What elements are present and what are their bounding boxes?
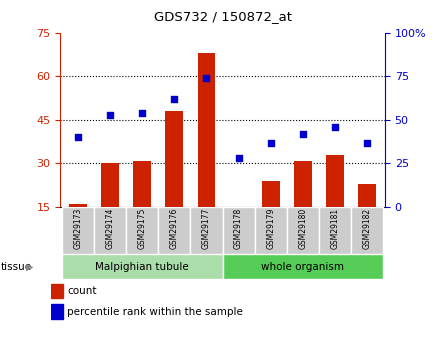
Text: GSM29175: GSM29175	[138, 207, 146, 249]
Bar	[222, 207, 255, 254]
Bar	[190, 207, 222, 254]
Point	[235, 156, 242, 161]
Text: GSM29176: GSM29176	[170, 207, 179, 249]
Bar	[133, 160, 151, 250]
Bar	[351, 207, 383, 254]
Bar	[294, 160, 312, 250]
Point	[203, 75, 210, 81]
Point	[138, 110, 146, 116]
Bar	[101, 164, 119, 250]
Bar	[94, 207, 126, 254]
Text: count: count	[68, 286, 97, 296]
Bar	[166, 111, 183, 250]
Bar	[126, 207, 158, 254]
Point	[74, 135, 81, 140]
Bar	[287, 207, 319, 254]
Text: GSM29181: GSM29181	[331, 207, 340, 248]
Bar	[51, 304, 63, 319]
Bar	[358, 184, 376, 250]
Bar	[222, 254, 383, 279]
Point	[332, 124, 339, 130]
Bar	[69, 204, 87, 250]
Bar	[326, 155, 344, 250]
Point	[171, 96, 178, 102]
Point	[364, 140, 371, 145]
Text: GSM29174: GSM29174	[105, 207, 114, 249]
Text: GSM29178: GSM29178	[234, 207, 243, 249]
Text: tissue: tissue	[0, 262, 32, 272]
Bar	[62, 254, 222, 279]
Point	[299, 131, 307, 137]
Point	[267, 140, 274, 145]
Bar	[230, 207, 247, 250]
Point	[106, 112, 113, 117]
Text: Malpighian tubule: Malpighian tubule	[95, 262, 189, 272]
Bar	[255, 207, 287, 254]
Text: ▶: ▶	[26, 262, 33, 272]
Bar	[319, 207, 351, 254]
Bar	[262, 181, 279, 250]
Text: GSM29179: GSM29179	[266, 207, 275, 249]
Text: GSM29177: GSM29177	[202, 207, 211, 249]
Bar	[62, 207, 94, 254]
Text: GSM29173: GSM29173	[73, 207, 82, 249]
Text: whole organism: whole organism	[261, 262, 344, 272]
Bar	[198, 53, 215, 250]
Text: GSM29182: GSM29182	[363, 207, 372, 248]
Text: GSM29180: GSM29180	[299, 207, 307, 249]
Text: percentile rank within the sample: percentile rank within the sample	[68, 307, 243, 317]
Bar	[51, 284, 63, 298]
Text: GDS732 / 150872_at: GDS732 / 150872_at	[154, 10, 291, 23]
Bar	[158, 207, 190, 254]
